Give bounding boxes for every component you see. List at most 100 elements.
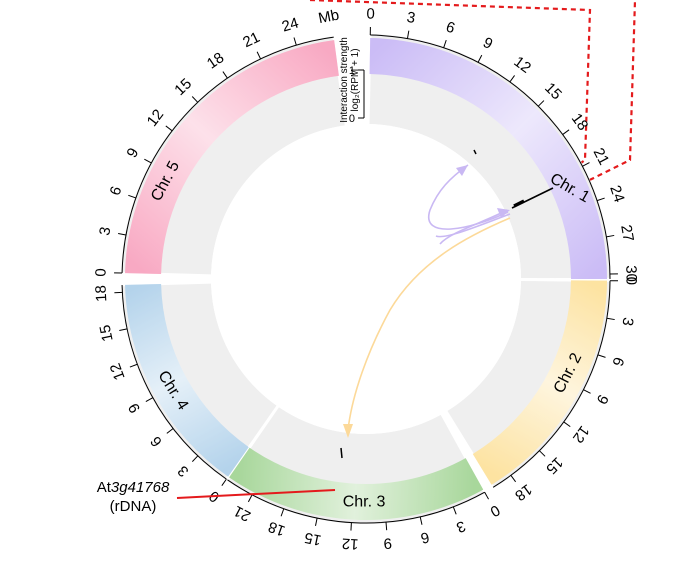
tick-label-chr1: 24 — [606, 183, 627, 204]
tick-mark — [562, 129, 570, 135]
tick-mark — [165, 125, 173, 132]
gene-number: 3g41768 — [110, 479, 170, 496]
tick-label-chr5: 21 — [240, 29, 262, 52]
tick-label-chr1: 18 — [568, 110, 592, 134]
axis-arc-chr1 — [370, 34, 611, 280]
interaction-mark — [473, 149, 477, 155]
chromosome-label-chr3: Chr. 3 — [343, 493, 386, 510]
tick-mark — [419, 516, 423, 525]
tick-mark — [247, 494, 253, 503]
tick-label-chr1: 21 — [590, 145, 613, 168]
track-hole — [211, 124, 521, 434]
link-arrowhead — [456, 165, 468, 176]
tick-label-chr5: 3 — [96, 226, 114, 237]
tick-mark — [118, 233, 127, 236]
tick-mark — [129, 363, 138, 368]
rdna-callout: At3g41768 (rDNA) — [78, 478, 188, 516]
tick-label-chr2: 18 — [512, 480, 536, 504]
tick-label-chr2: 3 — [618, 316, 636, 327]
link-chr1-chr3 — [347, 217, 511, 431]
tick-label-chr1: 15 — [541, 79, 565, 103]
interaction-mark — [340, 447, 343, 459]
tick-label-chr5: 15 — [171, 75, 195, 99]
tick-label-chr4: 6 — [147, 433, 166, 450]
ideogram-chr5 — [125, 40, 339, 274]
tick-mark — [597, 354, 606, 358]
axis-arc-chr4 — [121, 284, 227, 480]
tick-mark — [606, 234, 615, 238]
ideogram-chr4 — [125, 284, 249, 477]
track-separator — [441, 410, 470, 458]
rdna-note: (rDNA) — [109, 498, 157, 515]
tick-mark — [606, 317, 615, 321]
ideogram-tint-chr2 — [472, 280, 607, 485]
ideogram-chr3 — [229, 447, 484, 520]
link-arrowhead — [497, 208, 510, 218]
tick-mark — [166, 428, 174, 434]
tick-label-chr4: 18 — [92, 285, 110, 303]
track-chr1 — [369, 34, 611, 279]
tick-mark — [510, 475, 517, 483]
ideogram-chr1 — [369, 38, 607, 279]
ideogram-tint-chr3 — [229, 447, 484, 520]
scale-tick-1: 1 — [349, 65, 355, 77]
scale-label-line1: Interaction strength — [339, 37, 350, 123]
tick-label-chr1: 12 — [511, 53, 535, 77]
tick-label-chr3: 9 — [383, 534, 393, 552]
tick-label-chr1: 6 — [444, 18, 457, 37]
unit-label: Mb — [317, 6, 341, 27]
interaction-marks — [340, 149, 554, 459]
tick-label-chr1: 30 — [622, 265, 639, 282]
tick-label-chr3: 6 — [419, 528, 431, 546]
rdna-gene-id: At3g41768 — [78, 478, 188, 497]
ideogram-chr2 — [472, 280, 607, 485]
tick-label-chr3: 12 — [341, 535, 359, 553]
tick-label-chr1: 3 — [405, 9, 416, 27]
gene-prefix: At — [96, 479, 111, 496]
scale-tick-0: 0 — [349, 113, 355, 125]
tick-mark — [145, 397, 154, 403]
tick-mark — [256, 51, 262, 60]
tick-mark — [119, 328, 128, 331]
tick-label-chr4: 15 — [97, 323, 117, 343]
axis-arc-chr3 — [227, 479, 485, 524]
scale-label-line2: log₂(RPM + 1) — [350, 48, 361, 111]
tick-mark — [293, 37, 297, 46]
tick-mark — [477, 54, 483, 63]
tick-label-chr2: 15 — [542, 454, 566, 478]
tick-mark — [280, 508, 285, 517]
ideogram-tint-chr1 — [369, 38, 607, 279]
tick-mark — [596, 197, 605, 202]
genome-axis: 0 369121518212427300369121518036912151821… — [92, 5, 639, 552]
tick-mark — [582, 162, 590, 167]
tick-label-chr4: 12 — [107, 361, 129, 383]
tick-label-chr2: 0 — [622, 277, 639, 285]
ideogram-tint-chr4 — [125, 284, 249, 477]
tick-label-chr1: 27 — [617, 224, 637, 243]
tick-label-chr5: 18 — [204, 49, 227, 72]
axis-arc-chr2 — [492, 280, 611, 488]
tick-mark — [452, 506, 457, 515]
rdna-callout-line — [176, 489, 336, 499]
tick-mark — [539, 450, 546, 457]
tick-label-chr5: 6 — [107, 184, 126, 198]
tick-mark — [583, 389, 591, 394]
tick-mark — [563, 421, 571, 427]
tick-mark — [144, 158, 152, 164]
tick-mark — [315, 517, 318, 526]
tick-label-chr2: 12 — [569, 422, 593, 445]
tick-mark — [191, 96, 199, 103]
track-separator — [248, 403, 281, 449]
tick-label-chr3: 15 — [303, 529, 323, 549]
tick-label-chr1: 9 — [480, 34, 495, 53]
interaction-track — [121, 34, 611, 524]
tick-label-chr1: 0 — [366, 5, 375, 22]
tick-mark — [406, 30, 410, 39]
tick-label-chr3: 3 — [454, 517, 468, 536]
tick-mark — [191, 455, 199, 462]
tick-mark — [443, 39, 447, 48]
tick-mark — [385, 522, 388, 531]
tick-label-chr5: 24 — [280, 15, 301, 36]
tick-mark — [484, 491, 489, 500]
